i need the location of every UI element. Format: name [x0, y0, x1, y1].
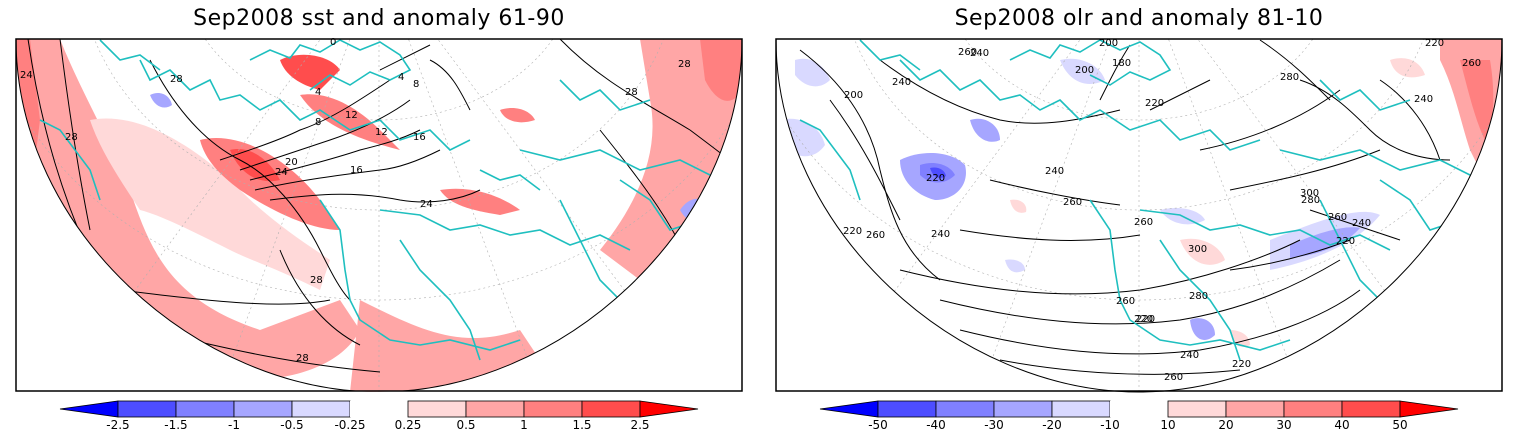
- olr-contour-label: 260: [1116, 296, 1135, 307]
- olr-colorbar-label: 40: [1334, 418, 1349, 430]
- sst-contour-labels: 0 4 8 12 16 20 24 24 28 28 28 28 28 28 4…: [20, 37, 691, 364]
- sst-colorbar-label: 2.5: [630, 418, 649, 430]
- olr-contour-label: 260: [866, 230, 885, 241]
- sst-globe-edge: [16, 39, 742, 391]
- sst-contour-label: 28: [310, 275, 323, 286]
- olr-colorbar-label: 50: [1392, 418, 1407, 430]
- olr-colorbar-label: 20: [1218, 418, 1233, 430]
- sst-colorbar-label: -0.5: [280, 418, 303, 430]
- olr-colorbar: -50 -40 -30 -20 -10 10 20 30 40 50: [819, 400, 1459, 430]
- sst-contour-label: 28: [625, 87, 638, 98]
- sst-contour-label: 28: [170, 74, 183, 85]
- right-panel-title: Sep2008 olr and anomaly 81-10: [954, 6, 1324, 31]
- olr-contour-label: 180: [1112, 58, 1131, 69]
- olr-contour-label: 220: [1136, 314, 1155, 325]
- sst-colorbar-label: -2.5: [106, 418, 129, 430]
- olr-colorbar-label: -40: [926, 418, 946, 430]
- olr-contour-label: 220: [1232, 359, 1251, 370]
- left-panel-title: Sep2008 sst and anomaly 61-90: [193, 6, 565, 31]
- sst-colorbar-label: -0.25: [334, 418, 365, 430]
- olr-contour-label: 220: [1425, 38, 1444, 49]
- olr-colorbar-label: 30: [1276, 418, 1291, 430]
- sst-contour-label: 12: [375, 127, 388, 138]
- sst-contour-label: 24: [420, 199, 433, 210]
- sst-contour-label: 16: [350, 165, 363, 176]
- olr-coastlines: [799, 39, 1491, 361]
- olr-contour-label: 260: [958, 47, 977, 58]
- olr-contour-label: 200: [1099, 38, 1118, 49]
- olr-map-frame: [775, 38, 1503, 392]
- olr-contour-label: 260: [1328, 212, 1347, 223]
- olr-contour-label: 240: [1180, 350, 1199, 361]
- sst-contour-label: 8: [315, 117, 321, 128]
- sst-contour-label: 8: [413, 79, 419, 90]
- olr-contour-label: 240: [1352, 218, 1371, 229]
- sst-colorbar-min-arrow: [59, 400, 119, 418]
- olr-contour-label: 240: [1414, 94, 1433, 105]
- olr-contour-label: 220: [1336, 236, 1355, 247]
- olr-contour-label: 260: [1134, 217, 1153, 228]
- sst-contour-label: 4: [315, 87, 321, 98]
- olr-contour-label: 280: [1301, 195, 1320, 206]
- olr-contour-label: 240: [1045, 166, 1064, 177]
- olr-contour-label: 280: [1280, 72, 1299, 83]
- sst-colorbar-label: -1.5: [164, 418, 187, 430]
- olr-colorbar-label: -30: [984, 418, 1004, 430]
- olr-contour-label: 240: [970, 48, 989, 59]
- sst-contour-label: 20: [285, 157, 298, 168]
- sst-contour-label: 28: [678, 59, 691, 70]
- olr-contour-label: 240: [892, 77, 911, 88]
- sst-colorbar-label: 1.5: [572, 418, 591, 430]
- olr-map: 260 240 200 200 180 220 240 260 280 300 …: [775, 38, 1503, 393]
- olr-colorbar-label: 10: [1160, 418, 1175, 430]
- sst-contour-label: 16: [413, 132, 426, 143]
- sst-colorbar-label: 1: [520, 418, 528, 430]
- olr-contour-label: 200: [1075, 65, 1094, 76]
- olr-contour-label: 220: [926, 173, 945, 184]
- olr-contour-labels: 260 240 200 200 180 220 240 260 280 300 …: [843, 38, 1481, 383]
- sst-contour-label: 28: [296, 353, 309, 364]
- sst-contour-label: 28: [65, 132, 78, 143]
- sst-colorbar-label: -1: [228, 418, 240, 430]
- olr-colorbar-label: -50: [868, 418, 888, 430]
- sst-colorbar-max-arrow: [639, 400, 699, 418]
- olr-contour-label: 260: [1462, 58, 1481, 69]
- olr-graticule: [776, 39, 1502, 392]
- sst-colorbar-label: 0.5: [456, 418, 475, 430]
- sst-contour-label: 4: [398, 72, 404, 83]
- olr-contour-label: 260: [1164, 372, 1183, 383]
- olr-globe-edge: [775, 38, 1503, 393]
- olr-contour-label: 220: [1145, 98, 1164, 109]
- olr-contour-label: 220: [843, 226, 862, 237]
- sst-colorbar: -2.5 -1.5 -1 -0.5 -0.25 0.25 0.5 1 1.5 2…: [59, 400, 699, 430]
- olr-colorbar-max-arrow: [1399, 400, 1459, 418]
- sst-contour-label: 24: [275, 167, 288, 178]
- olr-colorbar-label: -10: [1100, 418, 1120, 430]
- olr-contour-label: 260: [1063, 197, 1082, 208]
- olr-contour-label: 300: [1300, 188, 1319, 199]
- olr-colorbar-min-arrow: [819, 400, 879, 418]
- olr-contour-label: 200: [844, 90, 863, 101]
- sst-map-frame: [15, 38, 743, 392]
- sst-map: 0 4 8 12 16 20 24 24 28 28 28 28 28 28 4…: [15, 37, 743, 392]
- olr-contour-label: 240: [931, 229, 950, 240]
- sst-graticule: [16, 39, 742, 392]
- sst-colorbar-label: 0.25: [395, 418, 422, 430]
- sst-contour-label: 24: [20, 70, 33, 81]
- sst-contour-label: 12: [345, 110, 358, 121]
- olr-contour-label: 280: [1189, 291, 1208, 302]
- olr-contour-label: 300: [1188, 244, 1207, 255]
- olr-contour-label: 220: [1134, 314, 1153, 325]
- sst-contour-label: 0: [330, 37, 336, 48]
- olr-colorbar-label: -20: [1042, 418, 1062, 430]
